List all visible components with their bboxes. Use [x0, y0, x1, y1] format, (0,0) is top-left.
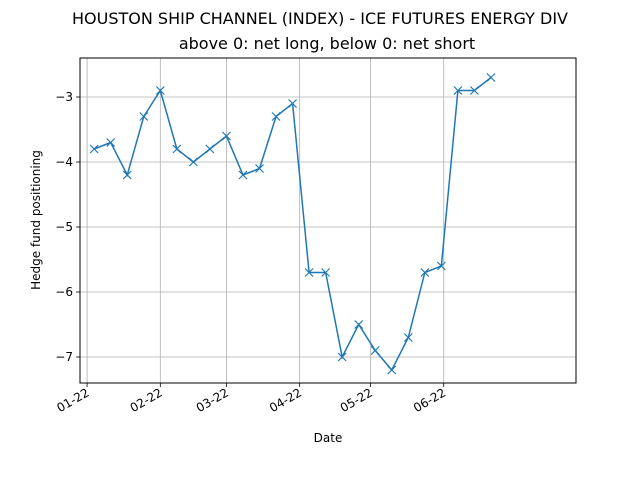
- chart-subtitle: above 0: net long, below 0: net short: [179, 34, 475, 53]
- data-point-marker: [188, 157, 198, 167]
- data-point-marker: [387, 365, 397, 375]
- data-point-marker: [420, 268, 430, 277]
- data-point-marker: [436, 261, 446, 271]
- data-point-marker: [271, 112, 281, 121]
- data-point-marker: [453, 86, 463, 95]
- data-point-marker: [304, 268, 314, 277]
- plot-frame: [79, 57, 577, 384]
- data-point-marker: [222, 131, 231, 141]
- y-tick-label: −3: [55, 90, 73, 104]
- data-point-marker: [238, 170, 248, 180]
- data-point-marker: [486, 73, 496, 82]
- data-point-marker: [172, 144, 182, 154]
- data-point-marker: [255, 164, 264, 173]
- y-axis-label: Hedge fund positioning: [29, 150, 43, 290]
- y-tick-label: −7: [55, 350, 73, 364]
- y-tick-label: −5: [55, 220, 73, 234]
- data-point-marker: [321, 268, 331, 277]
- data-point-marker: [354, 320, 364, 329]
- y-tick-label: −4: [55, 155, 73, 169]
- data-point-marker: [337, 352, 347, 362]
- chart-title: HOUSTON SHIP CHANNEL (INDEX) - ICE FUTUR…: [72, 9, 568, 28]
- data-point-marker: [288, 99, 297, 108]
- series-markers: [89, 73, 496, 375]
- data-point-marker: [205, 144, 215, 154]
- x-axis-label: Date: [314, 431, 343, 445]
- y-axis-ticks: −3 −4 −5 −6 −7: [55, 90, 80, 364]
- data-point-marker: [370, 346, 380, 355]
- data-point-marker: [403, 333, 413, 342]
- data-point-marker: [470, 86, 479, 95]
- data-point-marker: [89, 144, 99, 154]
- data-point-marker: [155, 86, 165, 95]
- data-point-marker: [122, 170, 132, 180]
- y-tick-label: −6: [55, 285, 73, 299]
- data-point-marker: [139, 112, 149, 121]
- data-point-marker: [106, 138, 116, 147]
